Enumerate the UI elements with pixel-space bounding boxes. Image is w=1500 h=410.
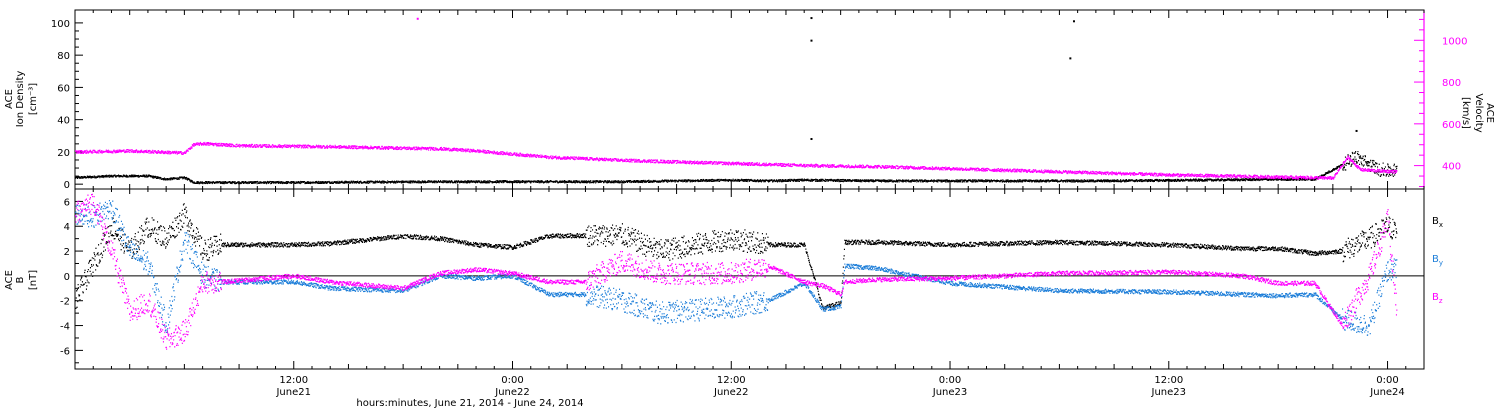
legend-bz-base: B [1432,292,1439,303]
density-velocity-plot-area [75,17,1398,185]
density-tick-label: 0 [64,180,70,191]
date-tick-label: June22 [713,387,749,398]
velocity-axis-title-line2: Velocity [1473,93,1484,132]
density-tick-label: 100 [51,19,70,30]
density-axis: 0 20 40 60 80 100 [51,19,83,191]
time-tick-label: 0:00 [1376,375,1398,386]
velocity-points [75,141,1398,181]
bz-points [75,193,1398,350]
b-field-tick-label: -4 [60,322,70,333]
legend-bx-base: B [1432,216,1439,227]
velocity-axis: 400 600 800 1000 [1414,10,1467,189]
date-tick-label: June23 [1151,387,1187,398]
velocity-tick-label: 800 [1442,78,1461,89]
b-field-axis-title-line2: B [15,276,26,283]
b-field-axis: -6 -4 -2 0 2 4 6 [60,197,83,364]
density-outlier [1069,57,1072,60]
velocity-tick-label: 400 [1442,162,1461,173]
velocity-axis-title-line1: ACE [1484,103,1495,123]
b-field-axis-title-line1: ACE [4,270,15,290]
date-tick-label: June21 [275,387,311,398]
velocity-tick-label: 600 [1442,120,1461,131]
b-field-axis-title: ACE B [nT] [4,270,39,290]
density-tick-label: 20 [57,148,70,159]
b-field-legend: Bx By Bz [1432,216,1443,305]
density-outlier [1355,129,1358,132]
legend-bz: Bz [1432,292,1443,305]
velocity-tick-label: 1000 [1442,36,1467,47]
legend-bx-sub: x [1439,221,1443,229]
b-field-tick-label: 0 [64,272,70,283]
date-tick-label: June22 [494,387,530,398]
velocity-axis-title: ACE Velocity [km/s] [1460,93,1495,132]
b-field-tick-label: -6 [60,346,70,357]
bx-points [75,203,1398,311]
time-tick-label: 0:00 [939,375,961,386]
by-points [75,199,1398,336]
density-points [75,150,1398,185]
density-tick-label: 80 [57,51,70,62]
density-axis-title-line2: Ion Density [15,71,26,128]
velocity-outlier [416,17,419,20]
b-field-tick-label: -2 [60,297,70,308]
density-outlier [1072,20,1075,23]
time-axis-title: hours:minutes, June 21, 2014 - June 24, … [356,398,583,409]
date-tick-label: June24 [1369,387,1405,398]
time-tick-label: 12:00 [1154,375,1183,386]
legend-by: By [1432,254,1443,267]
b-field-axis-title-line3: [nT] [28,270,39,290]
time-tick-label: 0:00 [501,375,523,386]
density-outlier [810,17,813,20]
time-tick-label: 12:00 [279,375,308,386]
legend-bz-sub: z [1439,297,1443,305]
b-field-tick-label: 2 [64,247,70,258]
density-velocity-panel: 0 20 40 60 80 100 400 600 800 1000 ACE Ion Densi… [4,9,1495,191]
b-field-tick-label: 4 [64,222,70,233]
date-tick-label: June23 [932,387,968,398]
legend-bx: Bx [1432,216,1443,229]
b-field-tick-label: 6 [64,197,70,208]
time-tick-label: 12:00 [717,375,746,386]
b-field-plot-area [75,193,1424,350]
legend-by-base: B [1432,254,1439,265]
density-axis-title-line3: [cm⁻³] [28,83,39,115]
density-outlier [810,39,813,42]
velocity-axis-title-line3: [km/s] [1460,97,1471,129]
density-tick-label: 60 [57,83,70,94]
density-axis-title-line1: ACE [4,89,15,109]
density-axis-title: ACE Ion Density [cm⁻³] [4,71,39,128]
density-outlier [810,138,813,141]
legend-by-sub: y [1439,259,1443,267]
time-axis: 12:00June210:00June2212:00June220:00June… [74,10,1425,398]
magnetic-field-panel: -6 -4 -2 0 2 4 6 ACE B [nT] Bx By Bz [4,188,1443,370]
density-tick-label: 40 [57,116,70,127]
